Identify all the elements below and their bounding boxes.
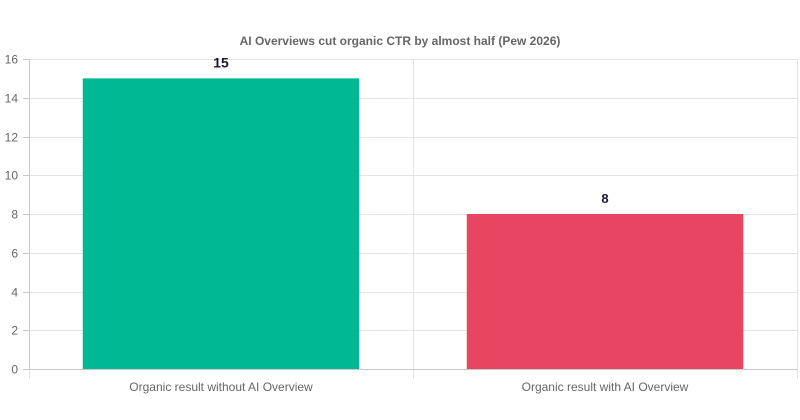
y-tick-label: 8: [11, 208, 18, 222]
y-tick-label: 10: [5, 169, 19, 183]
bars: [82, 78, 744, 369]
chart-title: AI Overviews cut organic CTR by almost h…: [240, 34, 561, 48]
y-tick-label: 14: [5, 92, 19, 106]
y-tick-label: 12: [5, 131, 19, 145]
y-tick-label: 0: [11, 363, 18, 377]
bar: [82, 78, 360, 369]
data-label: 15: [213, 54, 229, 70]
x-category-label: Organic result with AI Overview: [522, 380, 689, 394]
bar: [466, 214, 744, 369]
labels: 0 2 4 6 8 10 12 14 16 15 Organic result without AI…: [5, 53, 689, 395]
y-tick-label: 16: [5, 53, 19, 67]
y-tick-label: 4: [11, 286, 18, 300]
x-category-label: Organic result without AI Overview: [129, 380, 313, 394]
y-tick-label: 2: [11, 324, 18, 338]
axes: [23, 59, 797, 370]
y-tick-label: 6: [11, 247, 18, 261]
data-label: 8: [601, 191, 608, 206]
